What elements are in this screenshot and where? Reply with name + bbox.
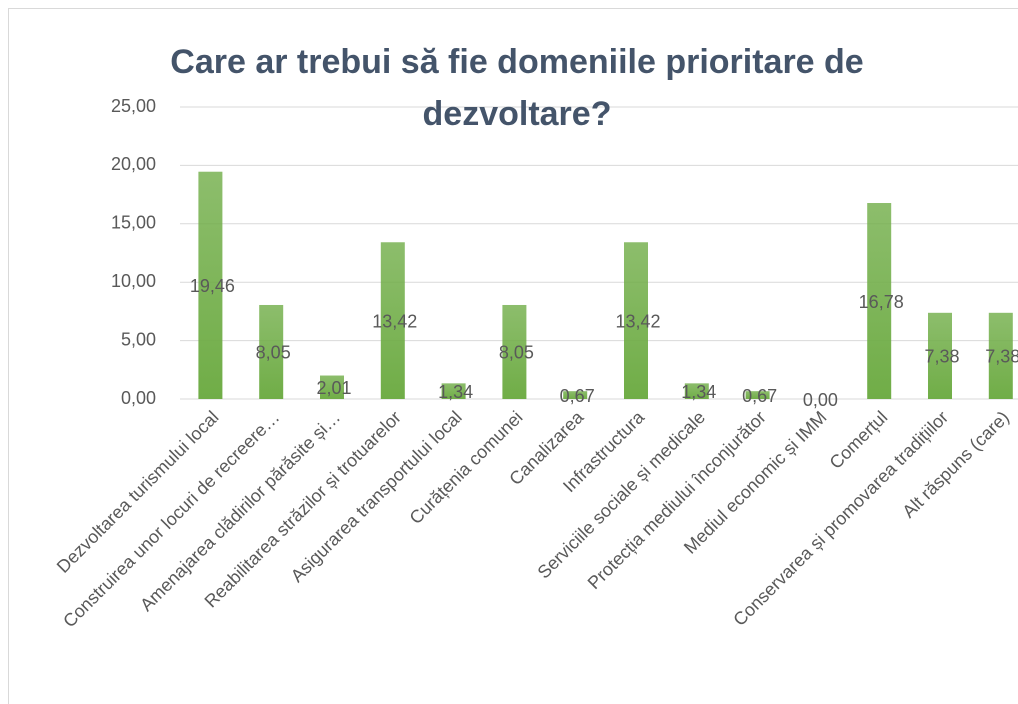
bar — [988, 312, 1013, 399]
bar — [745, 391, 770, 399]
data-label: 7,38 — [985, 347, 1018, 367]
data-label: 8,05 — [499, 343, 534, 363]
data-label: 19,46 — [190, 276, 235, 296]
data-label: 0,67 — [560, 386, 595, 406]
y-tick-label: 0,00 — [121, 388, 156, 408]
chart-border — [8, 8, 1018, 704]
x-tick-label: Alt răspuns (care) — [898, 407, 1013, 522]
bar — [502, 304, 527, 399]
bar — [684, 383, 709, 399]
data-label: 2,01 — [316, 378, 351, 398]
data-label: 16,78 — [859, 292, 904, 312]
y-tick-label: 25,00 — [111, 96, 156, 116]
y-tick-label: 20,00 — [111, 154, 156, 174]
bar — [198, 171, 223, 399]
x-tick-label: Curățenia comunei — [406, 407, 527, 528]
bar — [624, 242, 648, 399]
y-tick-label: 5,00 — [121, 329, 156, 349]
chart-title: Care ar trebui să fie domeniile priorita… — [170, 43, 864, 133]
bar — [380, 242, 405, 399]
data-label: 0,67 — [742, 386, 777, 406]
x-tick-label: Construirea unor locuri de recreere… — [59, 407, 283, 631]
bar — [563, 391, 588, 399]
x-tick-label: Conservarea și promovarea tradițiilor — [729, 407, 952, 630]
data-label: 13,42 — [372, 311, 417, 331]
y-tick-label: 10,00 — [111, 271, 156, 291]
data-label: 8,05 — [256, 343, 291, 363]
bar — [259, 304, 284, 399]
y-tick-label: 15,00 — [111, 213, 156, 233]
bar — [441, 383, 466, 399]
bar — [867, 203, 892, 399]
data-label: 1,34 — [681, 382, 716, 402]
data-label: 1,34 — [438, 382, 473, 402]
bar — [928, 312, 952, 399]
data-label: 13,42 — [615, 311, 660, 331]
data-label: 7,38 — [924, 347, 959, 367]
data-label: 0,00 — [803, 390, 838, 410]
bar — [320, 375, 344, 399]
